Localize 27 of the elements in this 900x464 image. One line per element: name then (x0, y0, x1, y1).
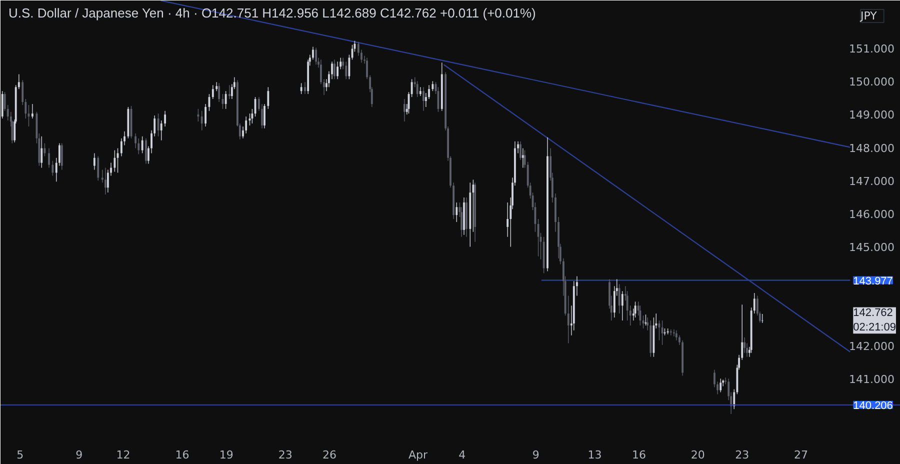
y-tick-label: 147.000 (849, 174, 895, 188)
x-tick-label: 13 (588, 448, 602, 462)
x-tick-label: Apr (408, 448, 428, 462)
x-tick-label: 19 (219, 448, 234, 462)
y-tick-label: 148.000 (849, 142, 895, 155)
x-tick-label: 16 (175, 448, 190, 462)
y-tick-label: 149.000 (849, 108, 895, 122)
x-tick-label: 9 (76, 448, 83, 462)
x-tick-label: 12 (116, 448, 130, 462)
x-tick-label: 20 (690, 448, 705, 462)
annotation: JPY (860, 10, 878, 22)
x-tick-label: 27 (794, 448, 808, 462)
y-tick-label: 142.000 (849, 340, 895, 354)
x-tick-label: 23 (735, 448, 750, 462)
y-tick-label: 146.000 (849, 208, 895, 221)
x-tick-label: 16 (632, 448, 646, 462)
x-tick-label: 9 (532, 448, 540, 462)
x-tick-label: 4 (458, 448, 466, 462)
ref-line-label: 140.206 (853, 400, 893, 412)
y-tick-label: 150.000 (849, 76, 895, 89)
y-tick-label: 145.000 (849, 240, 895, 254)
annotation: 142.762 02:21:09 (853, 307, 896, 334)
x-tick-label: 5 (16, 448, 24, 462)
y-tick-label: 141.000 (849, 373, 895, 386)
x-tick-label: 23 (278, 448, 292, 462)
x-tick-label: 26 (322, 448, 337, 462)
y-tick-label: 151.000 (849, 42, 895, 56)
